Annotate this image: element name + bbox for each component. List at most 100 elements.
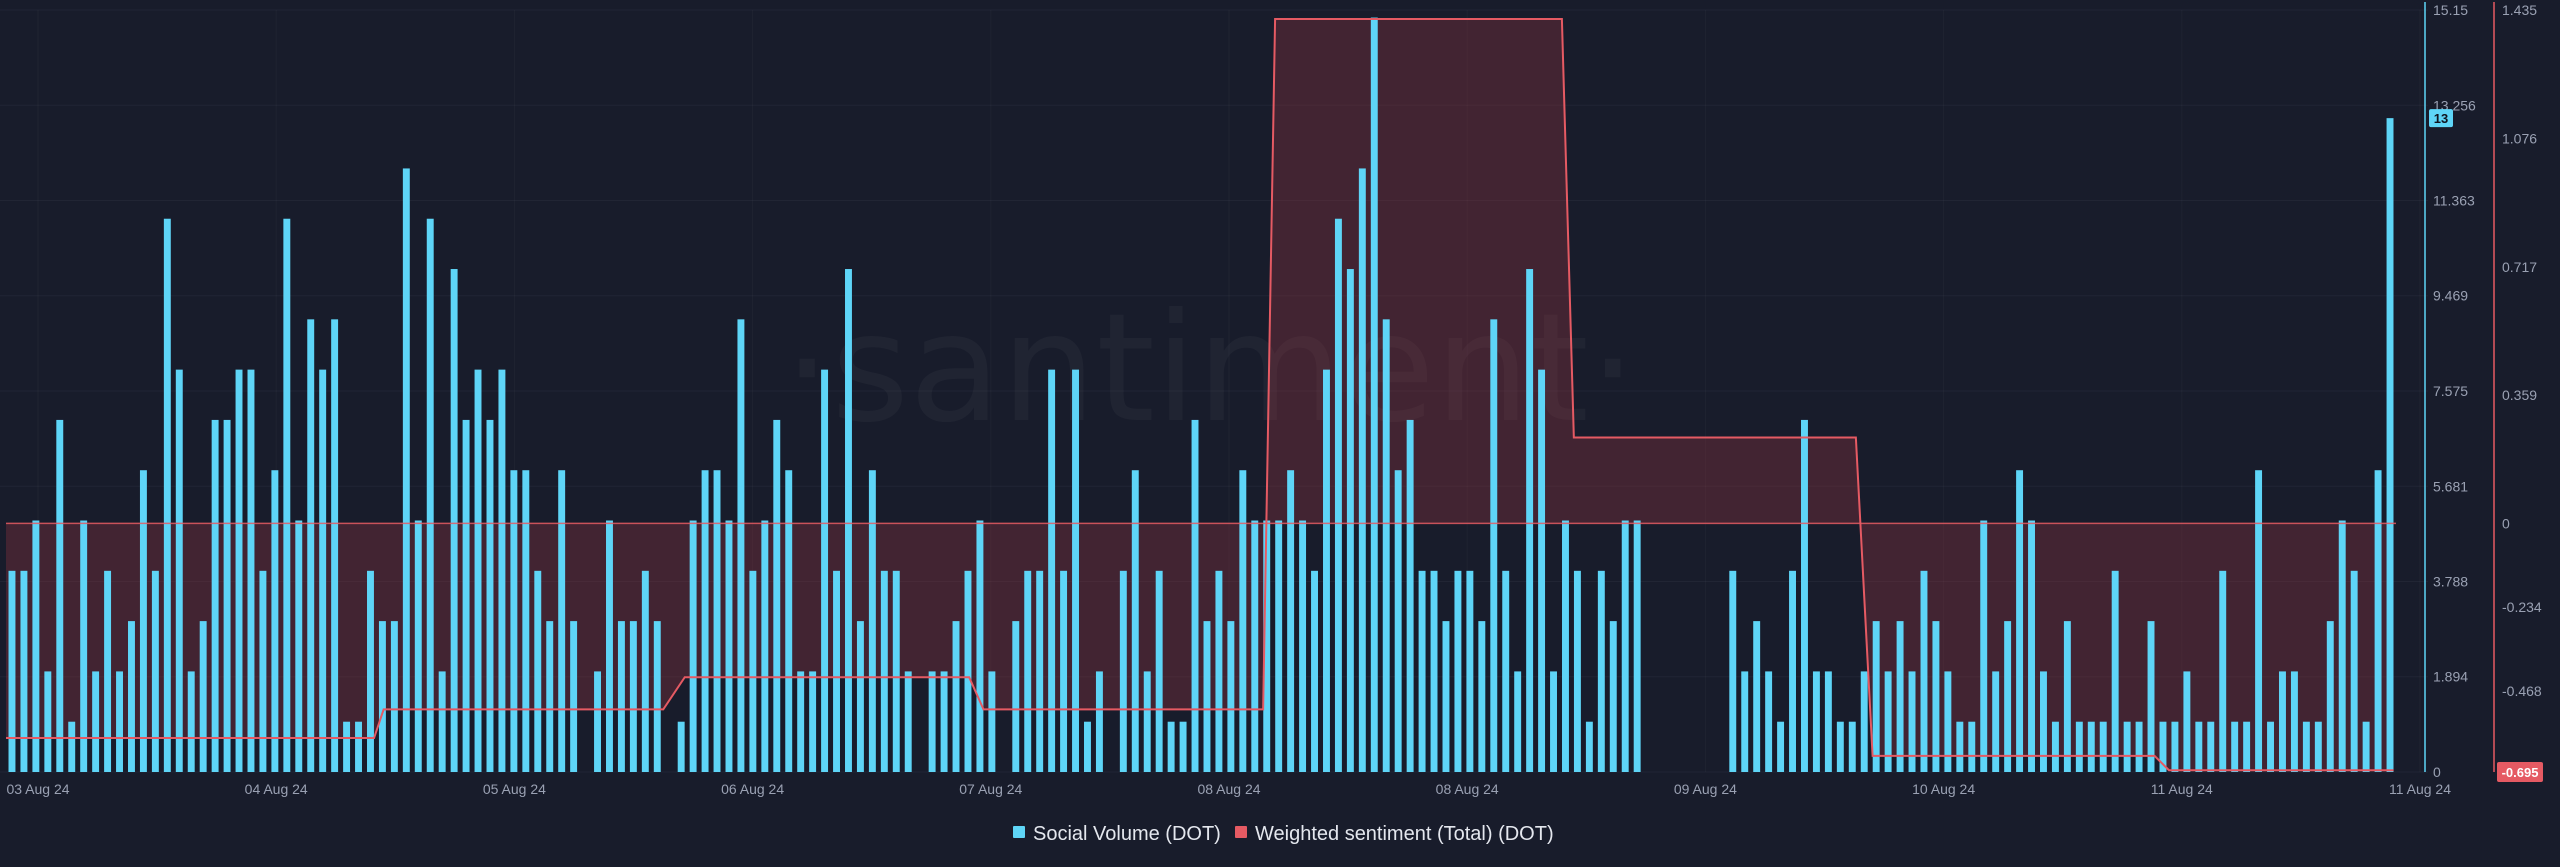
right-current-badge-text: -0.695	[2502, 765, 2539, 780]
social-volume-bar	[474, 369, 482, 772]
social-volume-bar	[2362, 721, 2370, 772]
social-volume-bar	[2386, 118, 2394, 772]
social-volume-bar	[534, 570, 542, 772]
social-volume-bar	[2040, 671, 2047, 772]
social-volume-bar	[128, 621, 135, 772]
social-volume-bar	[1538, 369, 1546, 772]
social-volume-bar	[1275, 520, 1283, 772]
social-volume-bar	[1227, 621, 1235, 772]
social-volume-bar	[1621, 520, 1629, 772]
x-tick-label: 07 Aug 24	[959, 781, 1022, 797]
social-volume-bar	[1573, 570, 1581, 772]
social-volume-bar	[1323, 369, 1330, 772]
social-volume-bar	[56, 419, 64, 772]
social-volume-bar	[629, 621, 637, 772]
social-volume-bar	[211, 419, 219, 772]
y-left-tick-label: 11.363	[2433, 192, 2475, 208]
left-current-badge	[2429, 109, 2453, 128]
social-volume-bar	[737, 319, 745, 772]
social-volume-bar	[1119, 570, 1127, 772]
legend: Social Volume (DOT) Weighted sentiment (T…	[1013, 823, 1554, 845]
social-volume-bar	[2111, 570, 2119, 772]
social-volume-bar	[2159, 721, 2167, 772]
social-volume-bar	[1299, 520, 1307, 772]
social-volume-bar	[1526, 269, 1534, 772]
social-volume-bar	[773, 419, 781, 772]
y-right-tick-label: 0.717	[2502, 259, 2537, 275]
social-volume-bar	[223, 419, 231, 772]
social-volume-bar	[928, 671, 936, 772]
social-volume-bar	[940, 671, 948, 772]
social-volume-bar	[1191, 419, 1199, 772]
social-volume-bar	[952, 621, 960, 772]
x-tick-label: 08 Aug 24	[1436, 781, 1499, 797]
y-left-tick-label: 9.469	[2433, 288, 2468, 304]
social-volume-bar	[1848, 721, 1856, 772]
social-volume-bar	[1418, 570, 1426, 772]
y-left-tick-label: 7.575	[2433, 383, 2468, 399]
social-volume-bar	[546, 621, 554, 772]
social-volume-bar	[880, 570, 888, 772]
social-volume-bar	[104, 570, 112, 772]
social-volume-bar	[283, 218, 291, 772]
social-volume-bar	[797, 671, 805, 772]
social-volume-bar	[2195, 721, 2203, 772]
social-volume-bar	[964, 570, 972, 772]
social-volume-bar	[1454, 570, 1462, 772]
social-volume-bar	[1884, 671, 1892, 772]
legend-label: Social Volume (DOT)	[1033, 823, 1221, 845]
social-volume-bar	[868, 470, 876, 772]
social-volume-bar	[2219, 570, 2227, 772]
social-volume-bar	[2063, 621, 2071, 772]
social-volume-bar	[2326, 621, 2334, 772]
social-volume-bar	[856, 621, 864, 772]
y-right-tick-label: 0.359	[2502, 387, 2537, 403]
y-right-tick-label: 1.435	[2502, 2, 2537, 18]
y-right-tick-label: -0.234	[2502, 599, 2542, 615]
social-volume-bar	[653, 621, 661, 772]
social-volume-bar	[845, 269, 852, 772]
social-volume-bar	[92, 671, 100, 772]
social-volume-bar	[1502, 570, 1510, 772]
social-volume-bar	[1812, 671, 1820, 772]
social-volume-bar	[1514, 671, 1522, 772]
social-volume-bar	[1789, 570, 1796, 772]
social-volume-bar	[522, 470, 530, 772]
social-volume-bar	[1872, 621, 1880, 772]
social-volume-bar	[1980, 520, 1988, 772]
left-current-badge-text: 13	[2434, 111, 2448, 126]
x-tick-label: 09 Aug 24	[1674, 781, 1737, 797]
social-volume-bar	[139, 470, 147, 772]
social-volume-bar	[307, 319, 315, 772]
social-volume-bar	[892, 570, 900, 772]
social-volume-bar	[295, 520, 303, 772]
social-volume-bar	[558, 470, 566, 772]
social-volume-bar	[271, 470, 279, 772]
social-volume-bar	[749, 570, 757, 772]
social-volume-bar	[2290, 671, 2298, 772]
social-volume-bar	[1430, 570, 1438, 772]
y-right-tick-label: 1.076	[2502, 130, 2537, 146]
social-volume-bar	[1944, 671, 1952, 772]
right-current-badge	[2497, 762, 2543, 782]
social-volume-bar	[80, 520, 88, 772]
y-right-tick-label: 0	[2502, 515, 2510, 531]
social-volume-bar	[1155, 570, 1163, 772]
x-tick-label: 05 Aug 24	[483, 781, 546, 797]
social-volume-bar	[331, 319, 339, 772]
social-volume-bar	[1908, 671, 1916, 772]
social-volume-bar	[1167, 721, 1175, 772]
social-volume-bar	[1179, 721, 1187, 772]
social-volume-bar	[151, 570, 159, 772]
social-volume-bar	[1609, 621, 1617, 772]
social-volume-bar	[2135, 721, 2143, 772]
social-volume-bar	[2243, 721, 2251, 772]
social-volume-bar	[2004, 621, 2012, 772]
sentiment-area-fill	[6, 18, 2394, 771]
social-volume-bar	[713, 470, 721, 772]
social-volume-bar	[809, 671, 817, 772]
social-volume-bar	[1992, 671, 2000, 772]
social-volume-bar	[1346, 269, 1354, 772]
social-volume-bar	[20, 570, 28, 772]
sentiment-area	[6, 18, 2394, 771]
